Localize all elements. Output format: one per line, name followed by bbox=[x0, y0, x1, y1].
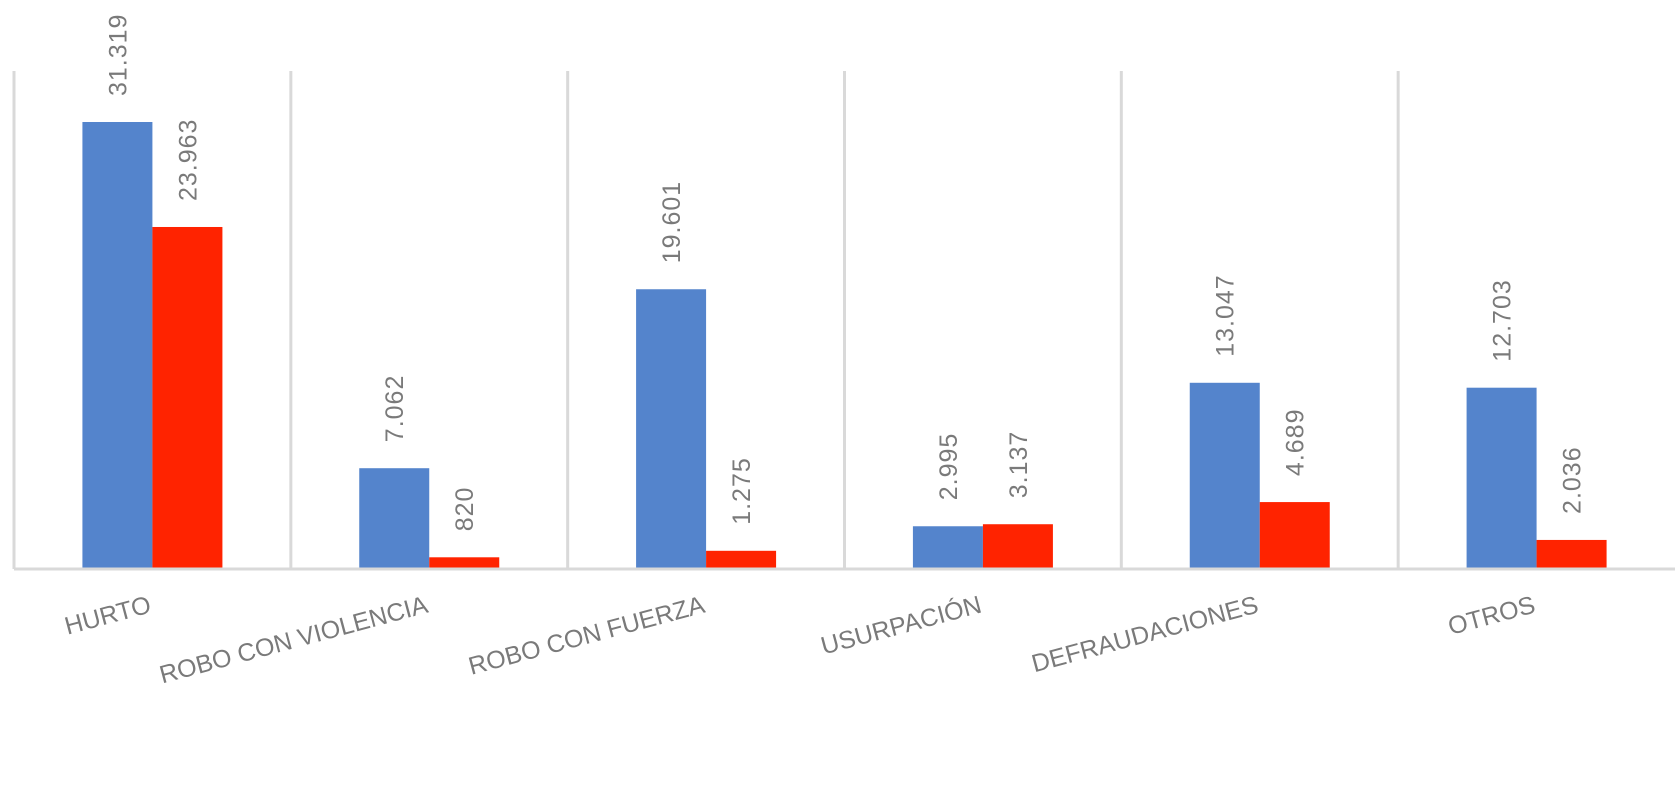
data-label: 13.047 bbox=[1212, 274, 1240, 356]
data-label: 23.963 bbox=[174, 119, 202, 201]
data-label: 4.689 bbox=[1282, 409, 1310, 477]
bar-series-2-1 bbox=[152, 226, 223, 569]
data-label: 2.036 bbox=[1559, 446, 1587, 514]
bar-series-1-2 bbox=[359, 468, 430, 569]
data-label: 19.601 bbox=[658, 181, 686, 263]
bar-series-1-1 bbox=[82, 122, 153, 569]
data-label: 820 bbox=[451, 487, 479, 532]
category-label: HURTO bbox=[62, 591, 154, 641]
bar-series-2-4 bbox=[982, 524, 1053, 569]
category-labels: HURTO ROBO CON VIOLENCIA ROBO CON FUERZA US… bbox=[62, 590, 1538, 690]
bar-series-1-5 bbox=[1189, 382, 1260, 569]
bar-series-2-2 bbox=[429, 557, 500, 569]
data-label: 2.995 bbox=[935, 433, 963, 501]
data-label: 31.319 bbox=[104, 14, 132, 96]
bar-series-2-6 bbox=[1536, 539, 1607, 569]
data-label: 12.703 bbox=[1489, 279, 1517, 361]
data-label: 7.062 bbox=[381, 375, 409, 443]
bars bbox=[82, 122, 1607, 569]
bar-series-1-3 bbox=[636, 289, 707, 569]
data-label: 1.275 bbox=[728, 457, 756, 525]
category-label: ROBO CON VIOLENCIA bbox=[157, 591, 432, 690]
category-label: OTROS bbox=[1445, 591, 1538, 641]
category-label: DEFRAUDACIONES bbox=[1029, 591, 1262, 678]
data-labels: 31.319 23.963 7.062 820 19.601 1.275 2.995 3.13… bbox=[104, 14, 1586, 532]
bar-series-1-6 bbox=[1466, 387, 1537, 569]
bar-series-2-5 bbox=[1259, 502, 1330, 569]
data-label: 3.137 bbox=[1005, 431, 1033, 499]
category-label: USURPACIÓN bbox=[818, 590, 985, 661]
category-label: ROBO CON FUERZA bbox=[466, 591, 708, 681]
bar-series-1-4 bbox=[912, 526, 983, 569]
category-separators bbox=[12, 71, 1400, 569]
bar-series-2-3 bbox=[706, 550, 777, 569]
